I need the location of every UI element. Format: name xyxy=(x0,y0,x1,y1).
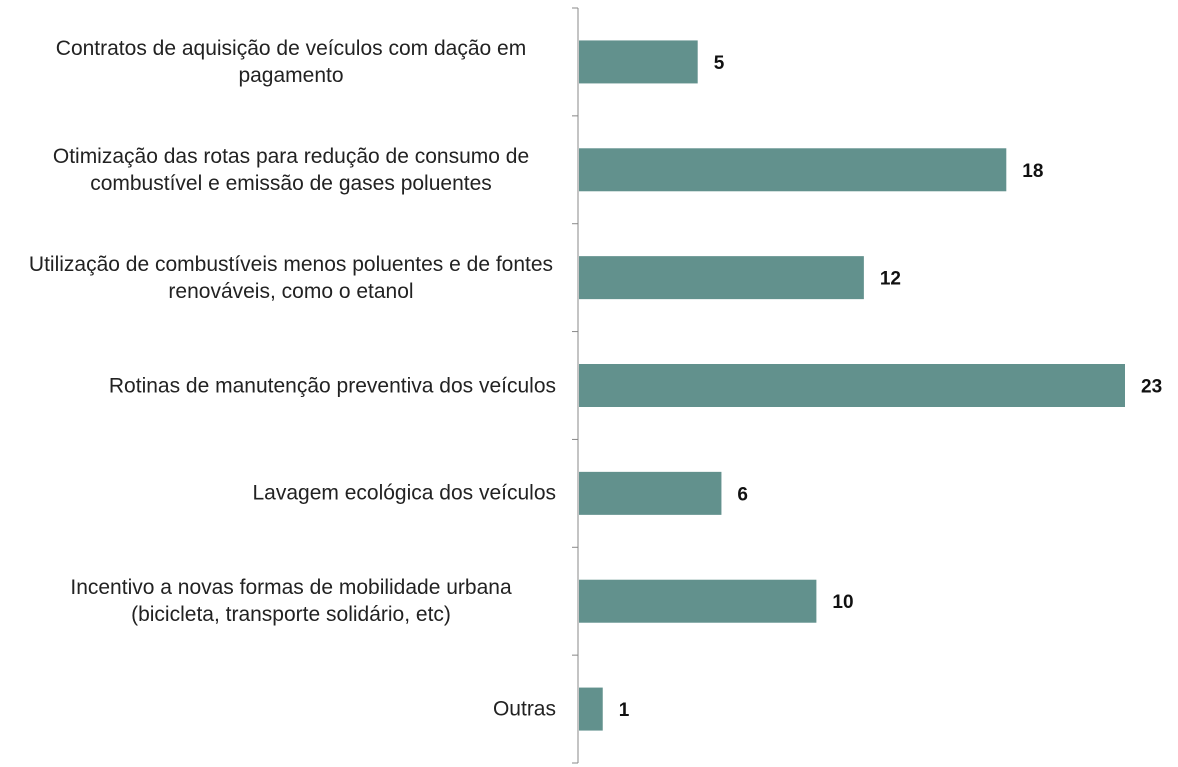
category-label: Utilização de combustíveis menos poluent… xyxy=(28,252,554,303)
bar xyxy=(579,687,603,731)
category-label: Contratos de aquisição de veículos com d… xyxy=(55,36,527,87)
data-label: 5 xyxy=(714,53,725,74)
category-label: Rotinas de manutenção preventiva dos veí… xyxy=(108,374,556,397)
bar xyxy=(579,40,698,84)
data-label: 18 xyxy=(1022,161,1043,182)
data-label: 23 xyxy=(1141,377,1162,398)
category-label: Incentivo a novas formas de mobilidade u… xyxy=(70,576,512,627)
data-label: 1 xyxy=(619,700,630,721)
bar xyxy=(579,471,722,515)
bar xyxy=(579,364,1125,407)
category-label: Otimização das rotas para redução de con… xyxy=(52,144,530,195)
bar xyxy=(579,579,817,623)
bar xyxy=(579,256,864,300)
category-label: Lavagem ecológica dos veículos xyxy=(252,481,556,505)
bar xyxy=(579,148,1007,192)
data-label: 10 xyxy=(832,592,853,613)
category-label: Outras xyxy=(492,697,556,721)
data-label: 12 xyxy=(880,269,901,290)
data-label: 6 xyxy=(737,484,748,505)
